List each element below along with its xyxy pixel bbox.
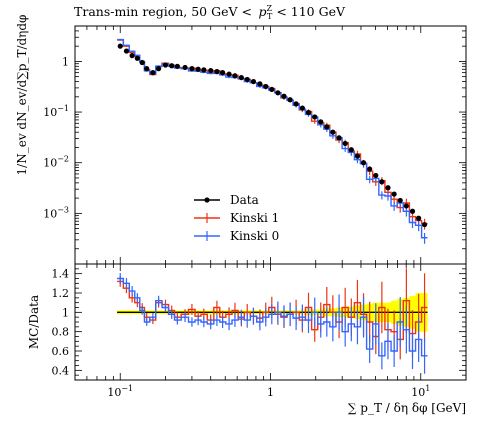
data-point	[403, 203, 409, 209]
kinski-0-histogram	[117, 38, 428, 239]
data-point	[195, 66, 201, 72]
ratio-y-tick-label: 0.8	[52, 326, 70, 339]
x-tick-label: 10−1	[107, 384, 133, 399]
ratio-y-tick-label: 1.4	[52, 268, 70, 281]
data-point	[134, 55, 140, 61]
data-point	[174, 63, 180, 69]
x-tick-label: 101	[411, 384, 430, 399]
ratio-plot	[117, 268, 428, 374]
data-point	[342, 140, 348, 147]
data-point	[385, 185, 391, 191]
data-point	[117, 43, 123, 49]
data-point	[324, 124, 330, 130]
data-point	[257, 81, 263, 87]
data-point	[312, 114, 318, 120]
ratio-y-axis-label: MC/Data	[27, 295, 41, 349]
data-point	[299, 105, 305, 111]
data-point	[269, 86, 275, 93]
data-point	[293, 101, 299, 107]
data-point	[379, 179, 385, 185]
ratio-y-tick-label: 1	[62, 306, 69, 319]
y-tick-label: 10−2	[43, 155, 69, 170]
data-point	[250, 78, 257, 85]
y-axis-label: 1/N_ev dN_ev/d∑p_T/dηdφ	[15, 15, 29, 176]
data-point	[144, 66, 150, 72]
y-tick-label: 1	[62, 55, 69, 68]
data-point	[129, 53, 135, 59]
data-point	[244, 76, 250, 83]
data-point	[287, 97, 293, 103]
data-point	[281, 93, 287, 99]
data-point	[421, 221, 428, 228]
data-point	[367, 166, 373, 172]
data-point	[123, 48, 130, 54]
data-point	[232, 73, 238, 79]
data-point	[416, 215, 422, 221]
data-point	[336, 135, 342, 141]
data-point	[201, 67, 207, 73]
ratio-y-tick-label: 0.4	[52, 364, 70, 377]
chart-title: Trans-min region, 50 GeV < pZ T < 110 GeV	[74, 4, 346, 21]
legend: Data Kinski 1 Kinski 0	[194, 193, 279, 243]
data-point	[348, 147, 354, 153]
y-tick-label: 10−1	[43, 104, 69, 119]
data-point	[150, 70, 156, 76]
data-point	[373, 172, 379, 179]
axes: 10−1 1 101 1 10−1 10−2 10−3 0.4 0.6 0.8 1 1.2 1.4	[43, 25, 467, 399]
x-axis-label: ∑ p_T / δη δφ [GeV]	[348, 401, 466, 415]
data-point	[208, 67, 214, 74]
data-point	[305, 109, 312, 116]
data-point	[238, 74, 244, 81]
data-point	[397, 197, 403, 204]
legend-label: Data	[230, 193, 259, 207]
kinski-1-histogram	[117, 39, 428, 225]
data-point	[275, 90, 281, 96]
data-point	[409, 208, 416, 214]
data-point	[182, 64, 188, 71]
data-point	[169, 63, 175, 69]
main-plot	[117, 38, 428, 244]
legend-marker	[204, 197, 210, 203]
legend-label: Kinski 1	[230, 211, 279, 225]
data-point	[162, 62, 169, 68]
data-point	[263, 83, 269, 90]
legend-label: Kinski 0	[230, 229, 279, 243]
data-point	[155, 66, 162, 72]
y-tick-label: 10−3	[43, 205, 69, 220]
data-point	[226, 71, 232, 77]
data-point	[220, 70, 226, 76]
data-point	[330, 129, 336, 135]
data-point	[214, 68, 220, 75]
data-point	[360, 160, 367, 166]
data-point	[318, 119, 324, 125]
data-point	[139, 59, 145, 66]
data-point	[189, 66, 195, 72]
ratio-y-tick-label: 0.6	[52, 345, 70, 358]
data-point	[354, 153, 361, 159]
x-tick-label: 1	[267, 386, 274, 399]
data-point	[391, 191, 397, 197]
ratio-y-tick-label: 1.2	[52, 287, 70, 300]
